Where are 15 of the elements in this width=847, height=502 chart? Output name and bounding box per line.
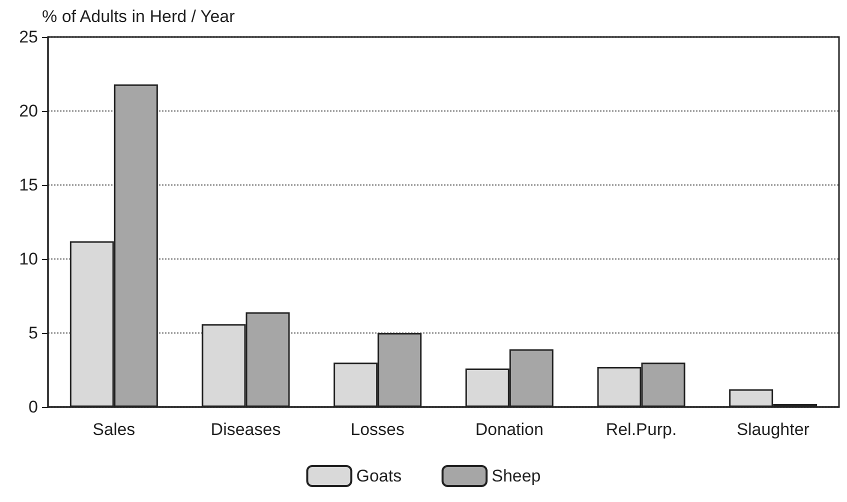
y-tick-label: 25 (19, 28, 38, 46)
legend-label: Goats (356, 466, 402, 486)
x-tick-label: Sales (92, 420, 136, 439)
y-tick-label: 15 (19, 176, 38, 194)
y-tick-label: 20 (19, 102, 38, 120)
legend-label: Sheep (492, 466, 541, 486)
y-tick-label: 0 (28, 398, 38, 416)
x-tick-label: Rel.Purp. (606, 420, 677, 439)
x-tick-label: Diseases (210, 420, 281, 439)
y-axis-title: % of Adults in Herd / Year (42, 7, 236, 26)
x-tick-label: Losses (350, 420, 405, 439)
x-tick-label: Slaughter (736, 420, 810, 439)
y-tick-label: 10 (19, 250, 38, 268)
y-tick-label: 5 (28, 324, 38, 342)
x-tick-label: Donation (475, 420, 544, 439)
